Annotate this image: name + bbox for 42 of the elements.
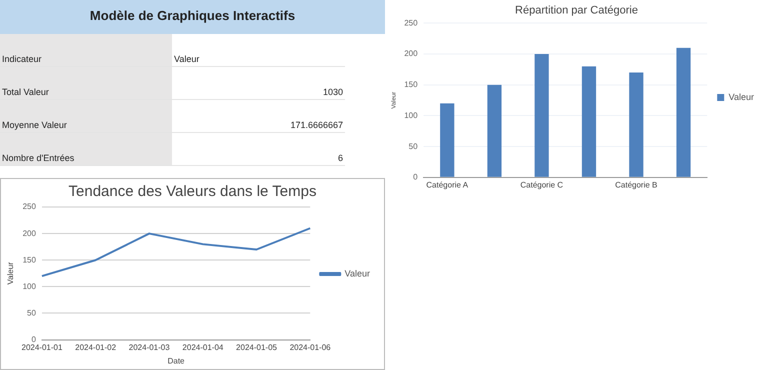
y-tick-label: 200 [404,49,418,58]
bar [676,48,691,177]
x-tick-label: 2024-01-01 [21,342,63,352]
bar [534,54,549,177]
y-tick-label: 150 [404,80,418,90]
y-tick-label: 50 [27,308,36,318]
bar [487,84,502,177]
text: 1030 [172,66,345,100]
x-tick-label: 2024-01-05 [236,342,278,352]
x-axis-title: Date [168,356,186,366]
chart-title: Tendance des Valeurs dans le Temps [68,183,316,200]
y-tick-label: 200 [22,228,36,238]
legend-label: Valeur [344,268,370,278]
x-tick-label: 2024-01-06 [290,342,332,352]
y-tick-label: 50 [408,142,418,151]
text: Total Valeur [0,66,172,100]
x-tick-label: Catégorie C [520,180,564,190]
x-tick-label: Catégorie B [615,180,658,190]
chart-title: Répartition par Catégorie [515,4,638,17]
y-tick-label: 100 [404,110,418,120]
y-tick-label: 150 [22,255,36,264]
text: Moyenne Valeur [0,100,172,132]
x-tick-label: 2024-01-03 [128,342,170,352]
bar [629,72,644,177]
x-tick-label: Catégorie A [426,180,469,190]
bar [582,66,596,177]
bar [440,103,454,177]
y-tick-label: 0 [413,172,418,182]
text: Valeur [172,34,345,66]
x-tick-label: 2024-01-04 [182,342,224,352]
legend-label: Valeur [728,92,754,102]
y-tick-label: 100 [22,282,36,291]
text: Indicateur [0,34,172,66]
text: Modèle de Graphiques Interactifs [0,0,385,34]
text: 6 [172,132,345,166]
text: 171.6666667 [172,100,345,132]
y-tick-label: 250 [404,18,418,28]
y-axis-title: Valeur [6,262,16,285]
text: Nombre d'Entrées [0,132,172,166]
x-tick-label: 2024-01-02 [75,342,117,352]
y-tick-label: 0 [31,335,36,344]
y-tick-label: 250 [22,202,36,212]
